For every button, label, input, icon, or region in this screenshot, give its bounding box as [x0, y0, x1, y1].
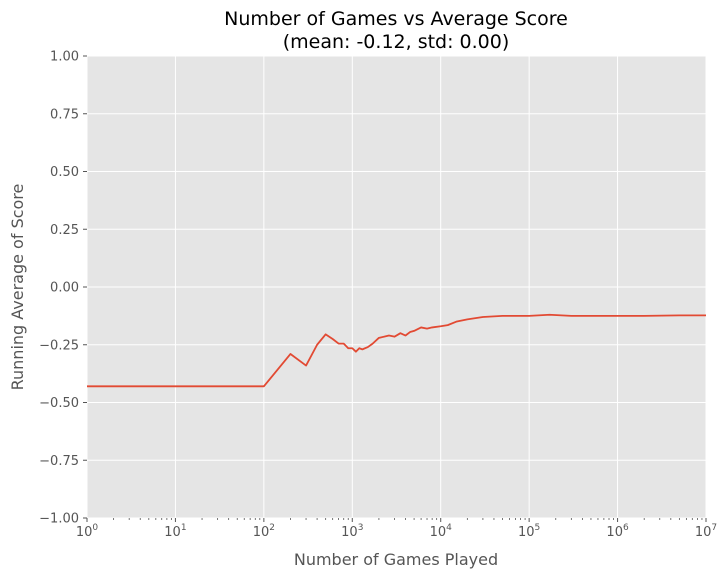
x-axis-label: Number of Games Played [294, 550, 498, 569]
x-axis-ticks: 100 101 102 103 104 105 106 107 [76, 518, 717, 540]
y-tick-label: −0.75 [39, 454, 79, 469]
x-tick-base: 10 [695, 525, 712, 540]
y-tick-label: 1.00 [50, 50, 79, 65]
x-tick-label: 107 [695, 523, 717, 540]
x-tick-base: 10 [341, 525, 358, 540]
x-tick-exponent: 7 [711, 523, 717, 533]
x-tick-label: 106 [606, 523, 629, 540]
chart-subtitle: (mean: -0.12, std: 0.00) [283, 31, 510, 53]
series-group [87, 313, 706, 388]
x-tick-label: 102 [253, 523, 275, 540]
x-tick-label: 105 [518, 523, 540, 540]
x-tick-exponent: 6 [623, 523, 629, 533]
x-tick-exponent: 5 [535, 523, 541, 533]
y-tick-label: −0.25 [39, 338, 79, 353]
x-tick-label: 104 [430, 523, 453, 540]
y-tick-label: 0.00 [50, 281, 79, 296]
y-tick-label: 0.75 [50, 107, 79, 122]
x-tick-base: 10 [430, 525, 447, 540]
x-tick-base: 10 [606, 525, 623, 540]
y-tick-label: −1.00 [39, 512, 79, 527]
x-tick-label: 101 [164, 523, 186, 540]
x-tick-label: 103 [341, 523, 363, 540]
y-axis-ticks: 1.00 0.75 0.50 0.25 0.00 −0.25 −0.50 −0.75 −1.00 [39, 50, 87, 527]
x-tick-base: 10 [253, 525, 270, 540]
x-tick-exponent: 1 [181, 523, 187, 533]
x-tick-exponent: 4 [446, 523, 452, 533]
x-tick-exponent: 3 [358, 523, 364, 533]
chart-title: Number of Games vs Average Score [224, 8, 568, 30]
y-axis-label: Running Average of Score [8, 184, 27, 391]
x-tick-exponent: 0 [92, 523, 98, 533]
y-tick-label: 0.25 [50, 223, 79, 238]
x-tick-exponent: 2 [269, 523, 275, 533]
x-tick-base: 10 [76, 525, 93, 540]
x-tick-base: 10 [518, 525, 535, 540]
series-line [87, 313, 706, 388]
x-minor-ticks [113, 518, 703, 520]
y-tick-label: −0.50 [39, 396, 79, 411]
x-tick-label: 100 [76, 523, 99, 540]
y-tick-label: 0.50 [50, 165, 79, 180]
x-tick-base: 10 [164, 525, 181, 540]
